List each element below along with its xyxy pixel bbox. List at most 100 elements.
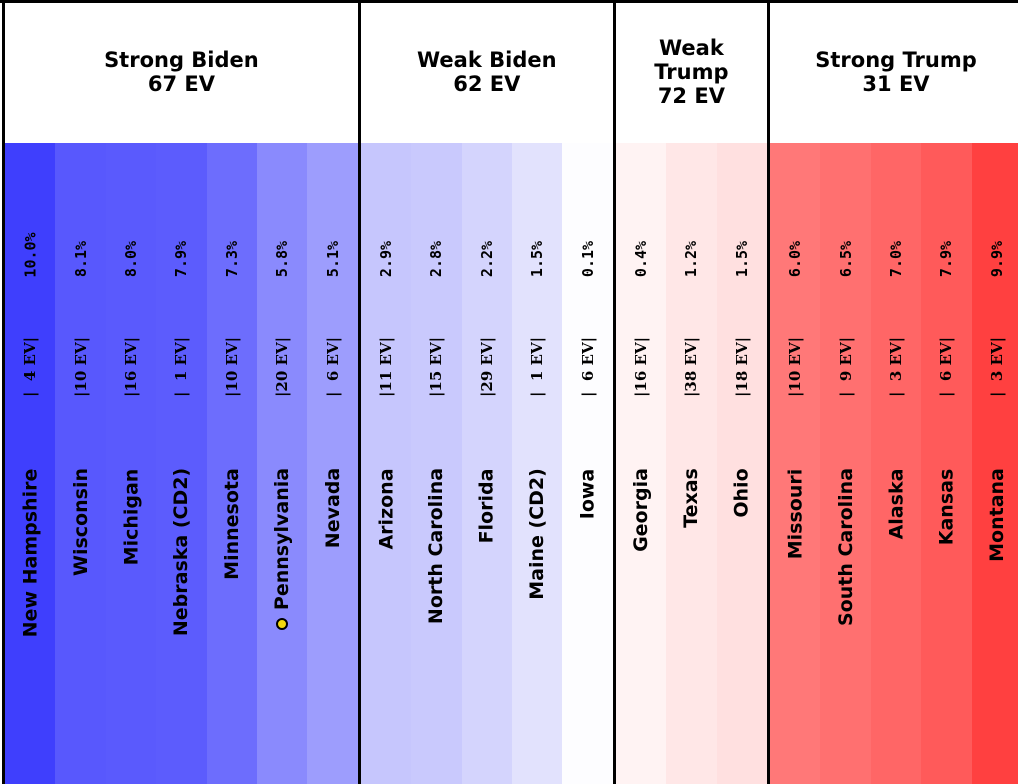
state-margin: 7.3% (222, 240, 241, 278)
state-margin: 5.1% (323, 240, 342, 278)
state-margin: 5.8% (273, 240, 292, 278)
state-ev: | 1 EV| (528, 336, 547, 398)
group-ev-total: 67 EV (147, 71, 215, 96)
state-name: Wisconsin (69, 468, 92, 576)
state-name: Ohio (730, 467, 753, 518)
state-name: Iowa (576, 468, 599, 519)
group-ev-total: 72 EV (657, 83, 725, 108)
group-divider (612, 0, 616, 784)
state-column-texas: 1.2% |38 EV| Texas (666, 143, 717, 784)
state-name: Arizona (375, 467, 398, 550)
state-margin: 2.8% (427, 240, 446, 278)
group-divider (357, 0, 361, 784)
group-label: Trump (654, 59, 729, 84)
state-margin: 7.9% (937, 240, 956, 278)
state-column-michigan: 8.0% |16 EV| Michigan (105, 143, 157, 784)
state-name: Maine (CD2) (525, 468, 548, 600)
state-name: South Carolina (834, 467, 857, 627)
state-name: Montana (985, 468, 1008, 562)
state-column-wisconsin: 8.1% |10 EV| Wisconsin (55, 143, 106, 784)
state-name: New Hampshire (19, 468, 42, 637)
state-ev: | 6 EV| (937, 336, 956, 398)
state-column-maine-cd2-: 1.5% | 1 EV| Maine (CD2) (512, 143, 563, 784)
state-ev: | 3 EV| (887, 336, 906, 398)
state-column-montana: 9.9% | 3 EV| Montana (971, 143, 1018, 784)
state-ev: |11 EV| (377, 336, 396, 398)
state-margin: 2.2% (477, 240, 496, 278)
state-ev: |18 EV| (732, 336, 751, 398)
state-name: Florida (475, 468, 498, 543)
state-name: Pennsylvania (271, 467, 294, 611)
state-margin: 8.0% (122, 240, 141, 278)
group-divider (2, 0, 5, 784)
group-header-weak-biden: Weak Biden 62 EV (360, 0, 613, 143)
state-column-ohio: 1.5% |18 EV| Ohio (716, 143, 767, 784)
state-name: Michigan (119, 468, 142, 565)
state-column-arizona: 2.9% |11 EV| Arizona (360, 143, 412, 784)
state-column-iowa: 0.1% | 6 EV| Iowa (562, 143, 613, 784)
state-column-missouri: 6.0% |10 EV| Missouri (770, 143, 821, 784)
state-ev: | 4 EV| (21, 336, 40, 398)
group-header-strong-trump: Strong Trump 31 EV (770, 0, 1018, 143)
state-margin: 10.0% (21, 231, 40, 278)
state-ev: | 6 EV| (578, 336, 597, 398)
state-ev: |29 EV| (477, 336, 496, 398)
state-column-new-hampshire: 10.0% | 4 EV| New Hampshire (5, 143, 56, 784)
group-header-weak-trump: Weak Trump 72 EV (615, 0, 767, 143)
state-margin: 7.0% (887, 240, 906, 278)
group-ev-total: 31 EV (862, 71, 930, 96)
state-name: Kansas (935, 468, 958, 545)
state-ev: |10 EV| (222, 336, 241, 398)
state-margin: 8.1% (71, 240, 90, 278)
state-ev: | 3 EV| (987, 336, 1006, 398)
state-ev: |16 EV| (632, 336, 651, 398)
state-name: Georgia (629, 468, 652, 552)
state-ev: |16 EV| (122, 336, 141, 398)
state-margin: 7.9% (172, 240, 191, 278)
state-margin: 6.5% (836, 240, 855, 278)
group-label: Weak Biden (417, 47, 557, 72)
state-column-pennsylvania: 5.8% |20 EV| Pennsylvania (257, 143, 308, 784)
state-ev: |15 EV| (427, 336, 446, 398)
state-column-alaska: 7.0% | 3 EV| Alaska (870, 143, 922, 784)
tipping-point-marker-icon (276, 618, 289, 630)
state-name: Missouri (783, 468, 806, 559)
state-name: Alaska (884, 468, 907, 539)
state-margin: 0.4% (632, 240, 651, 278)
state-ev: | 1 EV| (172, 336, 191, 398)
group-header-strong-biden: Strong Biden 67 EV (5, 0, 358, 143)
state-column-georgia: 0.4% |16 EV| Georgia (615, 143, 667, 784)
group-label: Strong Biden (104, 47, 259, 72)
state-name: Texas (680, 468, 703, 528)
state-name: Nevada (321, 467, 344, 549)
state-margin: 1.5% (528, 240, 547, 278)
state-ev: |38 EV| (682, 336, 701, 398)
group-divider (767, 0, 770, 784)
state-column-south-carolina: 6.5% | 9 EV| South Carolina (820, 143, 871, 784)
state-column-nevada: 5.1% | 6 EV| Nevada (307, 143, 358, 784)
state-margin: 0.1% (578, 240, 597, 278)
state-margin: 2.9% (377, 240, 396, 278)
state-name: Minnesota (220, 468, 243, 580)
group-label: Weak (658, 35, 724, 60)
state-column-minnesota: 7.3% |10 EV| Minnesota (206, 143, 257, 784)
group-ev-total: 62 EV (453, 71, 521, 96)
state-margin: 1.2% (682, 240, 701, 278)
state-column-nebraska-cd2-: 7.9% | 1 EV| Nebraska (CD2) (156, 143, 207, 784)
top-border (0, 0, 1018, 3)
state-name: Nebraska (CD2) (170, 467, 193, 637)
state-ev: |20 EV| (273, 336, 292, 398)
state-ev: |10 EV| (71, 336, 90, 398)
state-ev: |10 EV| (786, 336, 805, 398)
state-ev: | 9 EV| (836, 336, 855, 398)
state-column-florida: 2.2% |29 EV| Florida (461, 143, 512, 784)
state-margin: 9.9% (987, 240, 1006, 278)
state-ev: | 6 EV| (323, 336, 342, 398)
state-name: North Carolina (425, 467, 448, 625)
group-label: Strong Trump (815, 47, 977, 72)
state-margin: 6.0% (786, 240, 805, 278)
state-margin: 1.5% (732, 240, 751, 278)
state-column-kansas: 7.9% | 6 EV| Kansas (921, 143, 972, 784)
state-column-north-carolina: 2.8% |15 EV| North Carolina (411, 143, 462, 784)
